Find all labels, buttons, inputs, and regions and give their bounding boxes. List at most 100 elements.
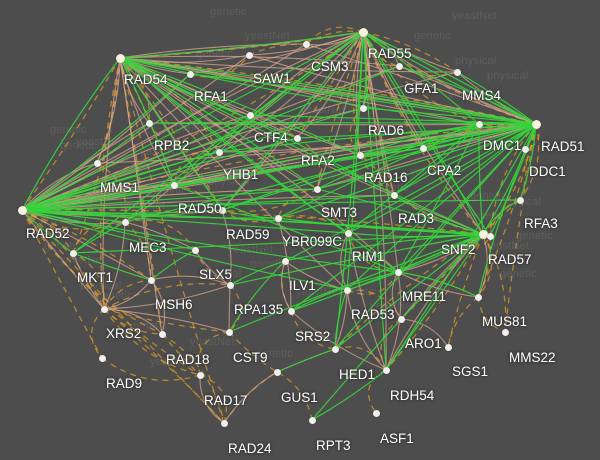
node-slx5[interactable] [191, 246, 199, 254]
edge-yeastnet [21, 209, 399, 273]
node-gfa1[interactable] [395, 62, 403, 70]
edge-physical [391, 271, 402, 320]
node-rad3[interactable] [390, 191, 398, 199]
edge-genetic [362, 31, 480, 125]
node-rim1[interactable] [344, 229, 352, 237]
edge-yeastnet [21, 209, 74, 254]
node-yhb1[interactable] [215, 148, 223, 156]
node-rad24[interactable] [220, 419, 228, 427]
node-mkt1[interactable] [69, 249, 77, 257]
node-dmc1[interactable] [475, 120, 483, 128]
node-mec3[interactable] [121, 218, 129, 226]
edge-physical [21, 162, 98, 211]
edge-yeastnet [284, 233, 484, 262]
node-rad18[interactable] [158, 330, 166, 338]
node-cpa2[interactable] [419, 144, 427, 152]
edge-physical [223, 371, 278, 424]
node-rad16[interactable] [356, 151, 364, 159]
edge-physical [102, 57, 121, 310]
node-hed1[interactable] [331, 345, 339, 353]
edge-yeastnet [221, 209, 279, 219]
edge-physical [316, 31, 364, 190]
node-sgs1[interactable] [444, 343, 452, 351]
node-mms22[interactable] [501, 328, 509, 336]
node-rad55[interactable] [358, 27, 368, 37]
edge-genetic [21, 57, 121, 211]
node-xrs2[interactable] [100, 305, 108, 313]
edge-yeastnet [362, 31, 537, 125]
edge-yeastnet [119, 57, 349, 234]
node-aro1[interactable] [397, 315, 405, 323]
node-csm3[interactable] [302, 40, 310, 48]
edge-genetic [296, 31, 364, 139]
edge-genetic [248, 43, 307, 56]
edge-physical [21, 123, 480, 211]
node-rad17[interactable] [196, 371, 204, 379]
node-srs2[interactable] [287, 307, 295, 315]
node-rfa1[interactable] [186, 70, 194, 78]
edge-yeastnet [119, 57, 480, 125]
edge-yeastnet [385, 123, 537, 371]
node-saw1[interactable] [245, 51, 253, 59]
node-msh6[interactable] [147, 276, 155, 284]
edge-physical [346, 289, 387, 371]
node-mms4[interactable] [453, 68, 461, 76]
edge-yeastnet [72, 221, 126, 254]
edge-yeastnet [72, 233, 484, 254]
node-rad51[interactable] [531, 119, 541, 129]
edge-genetic [477, 233, 493, 298]
node-asf1[interactable] [372, 409, 380, 417]
edge-yeastnet [119, 57, 395, 196]
node-gus1[interactable] [273, 368, 281, 376]
edge-yeastnet [119, 57, 298, 139]
node-snf2[interactable] [478, 229, 488, 239]
edge-physical [228, 284, 231, 333]
node-rad50[interactable] [170, 181, 178, 189]
node-rad6[interactable] [359, 104, 367, 112]
edge-yeastnet [229, 260, 286, 286]
node-ybr099c[interactable] [274, 214, 282, 222]
node-rfa3[interactable] [516, 196, 524, 204]
edge-yeastnet [277, 123, 480, 219]
edge-genetic [119, 57, 225, 424]
node-rdh54[interactable] [382, 366, 390, 374]
edge-physical [21, 209, 105, 310]
node-rad9[interactable] [98, 354, 106, 362]
edge-physical [119, 43, 307, 59]
edge-yeastnet [334, 31, 364, 350]
edge-genetic [228, 331, 278, 373]
node-rad59[interactable] [218, 206, 226, 214]
edge-yeastnet [311, 233, 484, 421]
edge-genetic [103, 308, 163, 335]
node-ddc1[interactable] [521, 145, 529, 153]
edge-genetic [504, 123, 537, 333]
node-mre11[interactable] [394, 268, 402, 276]
node-rpa135[interactable] [226, 281, 234, 289]
edge-physical [72, 252, 105, 310]
edge-genetic [362, 31, 458, 73]
edge-genetic [103, 308, 201, 376]
node-rad52[interactable] [17, 205, 27, 215]
edge-yeastnet [228, 233, 484, 333]
node-mus81[interactable] [474, 293, 482, 301]
edge-yeastnet [189, 73, 537, 125]
node-ctf4[interactable] [246, 111, 254, 119]
edge-genetic [103, 283, 231, 310]
edge-physical [21, 65, 400, 211]
edge-yeastnet [148, 122, 537, 125]
edge-yeastnet [150, 249, 196, 281]
node-rad53[interactable] [343, 286, 351, 294]
node-cst9[interactable] [225, 328, 233, 336]
node-rad57[interactable] [486, 232, 494, 240]
node-ilv1[interactable] [281, 257, 289, 265]
node-rpt3[interactable] [308, 416, 316, 424]
node-rad54[interactable] [115, 53, 125, 63]
node-mms1[interactable] [93, 159, 101, 167]
edge-physical [124, 221, 196, 251]
edge-yeastnet [21, 73, 191, 211]
node-rfa2[interactable] [293, 134, 301, 142]
node-rpb2[interactable] [145, 119, 153, 127]
edge-physical [119, 57, 175, 186]
edge-yeastnet [482, 123, 537, 235]
node-smt3[interactable] [313, 185, 321, 193]
